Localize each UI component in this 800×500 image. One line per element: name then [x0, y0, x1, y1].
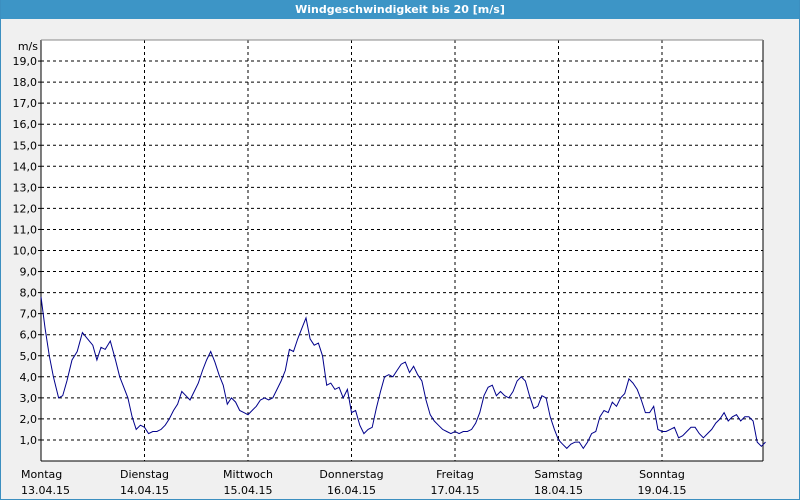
x-tick-day-label: Dienstag	[120, 468, 169, 481]
x-tick-day-label: Freitag	[436, 468, 474, 481]
x-tick-date-label: 15.04.15	[224, 484, 273, 497]
y-tick-label: 8,0	[20, 287, 38, 300]
y-tick-label: 9,0	[20, 266, 38, 279]
y-tick-label: 10,0	[13, 245, 38, 258]
x-tick-day-label: Mittwoch	[223, 468, 273, 481]
x-tick-day-label: Donnerstag	[319, 468, 383, 481]
x-tick-day-label: Samstag	[534, 468, 582, 481]
y-axis-unit-label: m/s	[18, 40, 38, 53]
x-tick-date-label: 17.04.15	[431, 484, 480, 497]
y-tick-label: 13,0	[13, 181, 38, 194]
y-tick-label: 7,0	[20, 308, 38, 321]
x-tick-date-label: 19.04.15	[638, 484, 687, 497]
y-tick-label: 6,0	[20, 329, 38, 342]
y-tick-labels: 1,0 2,0 3,0 4,0 5,0 6,0 7,0 8,0 9,0 10,0 11,0 12,0 1…	[13, 55, 38, 447]
y-tick-label: 19,0	[13, 55, 38, 68]
x-tick-date-label: 16.04.15	[327, 484, 376, 497]
y-tick-label: 11,0	[13, 223, 38, 236]
grid	[41, 40, 763, 461]
y-tick-label: 17,0	[13, 97, 38, 110]
y-tick-label: 16,0	[13, 118, 38, 131]
x-tick-day-label: Montag	[21, 468, 62, 481]
y-tick-label: 12,0	[13, 202, 38, 215]
window-title: Windgeschwindigkeit bis 20 [m/s]	[1, 0, 799, 19]
y-tick-label: 4,0	[20, 371, 38, 384]
x-tick-date-label: 13.04.15	[21, 484, 70, 497]
y-tick-label: 3,0	[20, 392, 38, 405]
y-tick-label: 1,0	[20, 434, 38, 447]
y-tick-label: 2,0	[20, 413, 38, 426]
x-tick-date-label: 18.04.15	[534, 484, 583, 497]
x-tick-date-label: 14.04.15	[120, 484, 169, 497]
series-layer	[40, 296, 766, 450]
series-line	[40, 296, 766, 450]
x-tick-day-label: Sonntag	[639, 468, 685, 481]
y-tick-label: 5,0	[20, 350, 38, 363]
y-tick-label: 15,0	[13, 139, 38, 152]
y-tick-label: 14,0	[13, 160, 38, 173]
axes	[38, 39, 764, 462]
y-tick-label: 18,0	[13, 76, 38, 89]
x-tick-labels: Montag 13.04.15 Dienstag 14.04.15 Mittwoch 15…	[21, 468, 686, 497]
